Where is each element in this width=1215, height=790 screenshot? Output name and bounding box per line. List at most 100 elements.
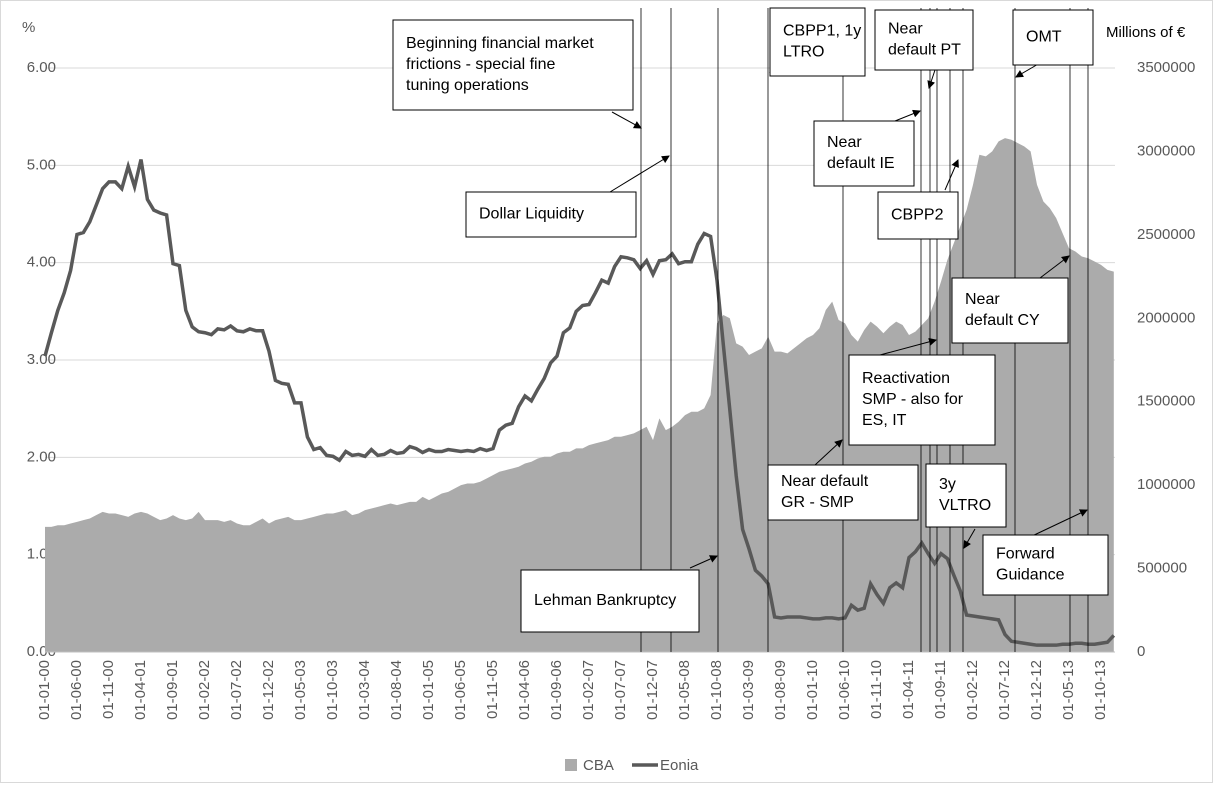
annotation-text: CBPP2: [891, 207, 944, 224]
y-tick-label: 6.00: [27, 59, 56, 76]
legend-swatch: [565, 759, 577, 771]
annotation-arrow: [963, 528, 976, 549]
annotation-box: [982, 534, 1109, 596]
annotation-box: [877, 191, 959, 240]
y2-tick-label: 2500000: [1137, 226, 1195, 243]
x-tick-label: 01-11-00: [100, 660, 117, 719]
y-axis-label: %: [22, 19, 35, 36]
annotation-arrow: [814, 439, 843, 466]
x-tick-label: 01-11-05: [484, 660, 501, 719]
x-tick-label: 01-10-08: [708, 660, 725, 720]
annotation-arrow: [1039, 255, 1070, 279]
y-tick-label: 3.00: [27, 351, 56, 368]
annotation-arrow: [611, 111, 642, 129]
annotation-text: OMT: [1026, 29, 1062, 46]
annotation-text: SMP - also for: [862, 391, 964, 408]
y2-tick-label: 2000000: [1137, 309, 1195, 326]
x-tick-label: 01-05-03: [292, 660, 309, 720]
y-tick-label: 5.00: [27, 156, 56, 173]
x-tick-label: 01-02-02: [196, 660, 213, 720]
annotation-text: Beginning financial market: [406, 35, 594, 52]
annotation-box: [813, 120, 915, 187]
annotation-text: GR - SMP: [781, 494, 854, 511]
annotation-arrow: [944, 159, 959, 191]
x-tick-label: 01-08-09: [772, 660, 789, 720]
x-tick-label: 01-07-07: [612, 660, 629, 720]
annotation-arrow: [879, 337, 937, 356]
x-tick-label: 01-09-06: [548, 660, 565, 720]
annotation-text: Near default: [781, 473, 869, 490]
x-tick-label: 01-06-05: [452, 660, 469, 720]
annotation-box: [951, 277, 1069, 344]
x-tick-label: 01-03-04: [356, 660, 373, 720]
annotation-box: [465, 191, 637, 238]
x-tick-label: 01-10-03: [324, 660, 341, 720]
x-tick-label: 01-05-13: [1060, 660, 1077, 720]
y2-axis-label: Millions of €: [1106, 24, 1186, 41]
annotation-arrow: [927, 69, 936, 89]
cba-area: [45, 138, 1114, 652]
x-tick-label: 01-09-11: [932, 660, 949, 719]
y2-tick-label: 3000000: [1137, 142, 1195, 159]
x-tick-label: 01-07-12: [996, 660, 1013, 720]
y-tick-label: 4.00: [27, 254, 56, 271]
x-tick-label: 01-07-02: [228, 660, 245, 720]
annotation-text: 3y: [939, 476, 956, 493]
annotation-box: [767, 464, 919, 521]
x-tick-label: 01-10-13: [1092, 660, 1109, 720]
annotation-arrow: [1029, 509, 1088, 538]
x-tick-label: 01-01-05: [420, 660, 437, 720]
annotation-box: [925, 463, 1007, 528]
x-tick-label: 01-02-07: [580, 660, 597, 720]
x-tick-label: 01-06-00: [68, 660, 85, 720]
x-tick-label: 01-02-12: [964, 660, 981, 720]
annotation-text: Reactivation: [862, 370, 950, 387]
x-tick-label: 01-04-11: [900, 660, 917, 719]
y2-tick-label: 0: [1137, 643, 1145, 660]
y2-tick-label: 500000: [1137, 560, 1187, 577]
legend-label: Eonia: [660, 757, 699, 774]
annotation-text: VLTRO: [939, 497, 991, 514]
x-tick-label: 01-01-00: [36, 660, 53, 720]
y2-tick-label: 3500000: [1137, 59, 1195, 76]
x-tick-label: 01-04-06: [516, 660, 533, 720]
x-tick-label: 01-06-10: [836, 660, 853, 720]
annotation-box: [848, 354, 996, 446]
eonia-line: [43, 159, 1116, 647]
annotation-text: Near: [965, 291, 1000, 308]
x-tick-label: 01-05-08: [676, 660, 693, 720]
x-tick-label: 01-12-07: [644, 660, 661, 720]
annotation-text: ES, IT: [862, 412, 907, 429]
annotation-text: Near: [827, 134, 862, 151]
annotation-box: [1012, 9, 1094, 66]
y-tick-label: 2.00: [27, 448, 56, 465]
annotation-box: [769, 7, 866, 77]
annotation-text: Forward: [996, 546, 1055, 563]
annotation-box: [520, 569, 700, 633]
annotation-box: [874, 9, 974, 71]
annotation-text: Lehman Bankruptcy: [534, 592, 676, 609]
annotation-text: Near: [888, 21, 923, 38]
annotation-text: CBPP1, 1y: [783, 23, 861, 40]
annotation-text: tuning operations: [406, 77, 529, 94]
x-tick-label: 01-04-01: [132, 660, 149, 720]
x-tick-label: 01-08-04: [388, 660, 405, 720]
x-tick-label: 01-03-09: [740, 660, 757, 720]
annotation-arrow: [689, 555, 718, 569]
annotation-box: [392, 19, 634, 111]
annotation-text: frictions - special fine: [406, 56, 555, 73]
annotation-text: Guidance: [996, 567, 1065, 584]
legend-label: CBA: [583, 757, 614, 774]
y2-tick-label: 1500000: [1137, 393, 1195, 410]
annotation-text: default IE: [827, 155, 895, 172]
x-tick-label: 01-11-10: [868, 660, 885, 719]
annotation-arrow: [609, 155, 670, 193]
x-tick-label: 01-01-10: [804, 660, 821, 720]
x-tick-label: 01-09-01: [164, 660, 181, 720]
y2-tick-label: 1000000: [1137, 476, 1195, 493]
annotation-text: default CY: [965, 312, 1040, 329]
x-tick-label: 01-12-12: [1028, 660, 1045, 720]
annotation-text: LTRO: [783, 44, 824, 61]
annotation-text: Dollar Liquidity: [479, 206, 584, 223]
